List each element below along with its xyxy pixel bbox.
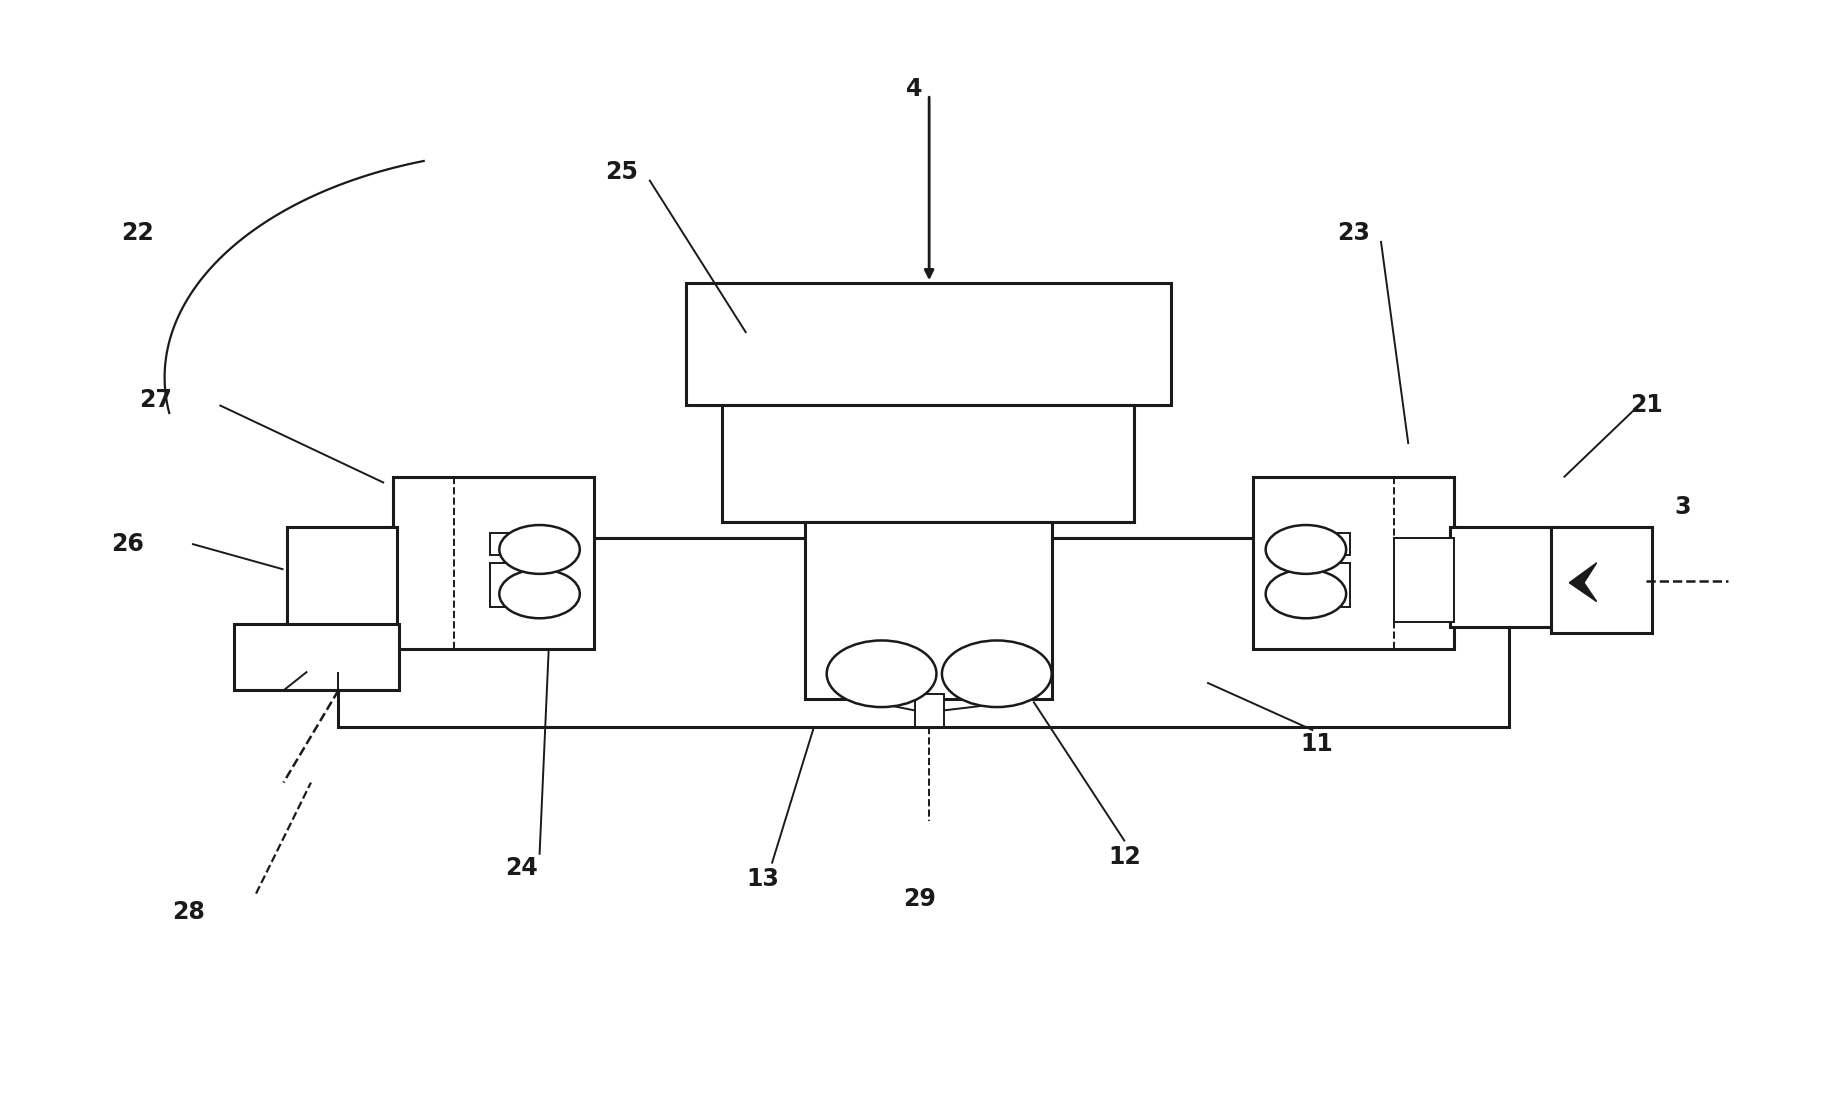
Text: 21: 21 xyxy=(1630,393,1663,417)
Bar xyxy=(338,538,1509,727)
Bar xyxy=(490,563,541,607)
Text: 28: 28 xyxy=(172,900,205,925)
Text: 4: 4 xyxy=(907,77,922,101)
Text: 29: 29 xyxy=(904,887,936,911)
Text: 12: 12 xyxy=(1108,845,1141,869)
Bar xyxy=(234,624,399,690)
Circle shape xyxy=(827,640,936,707)
Circle shape xyxy=(499,525,580,574)
Circle shape xyxy=(1266,569,1346,618)
Circle shape xyxy=(942,640,1052,707)
Bar xyxy=(1299,563,1350,607)
Text: 3: 3 xyxy=(1674,495,1692,519)
Bar xyxy=(1551,527,1652,633)
Text: 24: 24 xyxy=(505,856,538,880)
Bar xyxy=(722,405,1134,522)
Text: 23: 23 xyxy=(1337,221,1370,245)
Text: 11: 11 xyxy=(1300,731,1333,756)
Bar xyxy=(1394,538,1454,622)
Bar xyxy=(490,533,541,555)
Circle shape xyxy=(499,569,580,618)
Circle shape xyxy=(1266,525,1346,574)
Text: 25: 25 xyxy=(605,160,638,184)
Bar xyxy=(1450,527,1556,627)
Text: 13: 13 xyxy=(746,867,779,891)
Bar xyxy=(805,522,1052,699)
Bar xyxy=(1299,533,1350,555)
Bar xyxy=(287,527,397,627)
Text: 22: 22 xyxy=(121,221,154,245)
Text: 27: 27 xyxy=(139,387,172,412)
Bar xyxy=(686,283,1171,405)
Text: 26: 26 xyxy=(112,532,144,556)
Bar xyxy=(1253,477,1454,649)
Polygon shape xyxy=(1569,563,1597,602)
Bar xyxy=(393,477,594,649)
Bar xyxy=(914,694,944,727)
